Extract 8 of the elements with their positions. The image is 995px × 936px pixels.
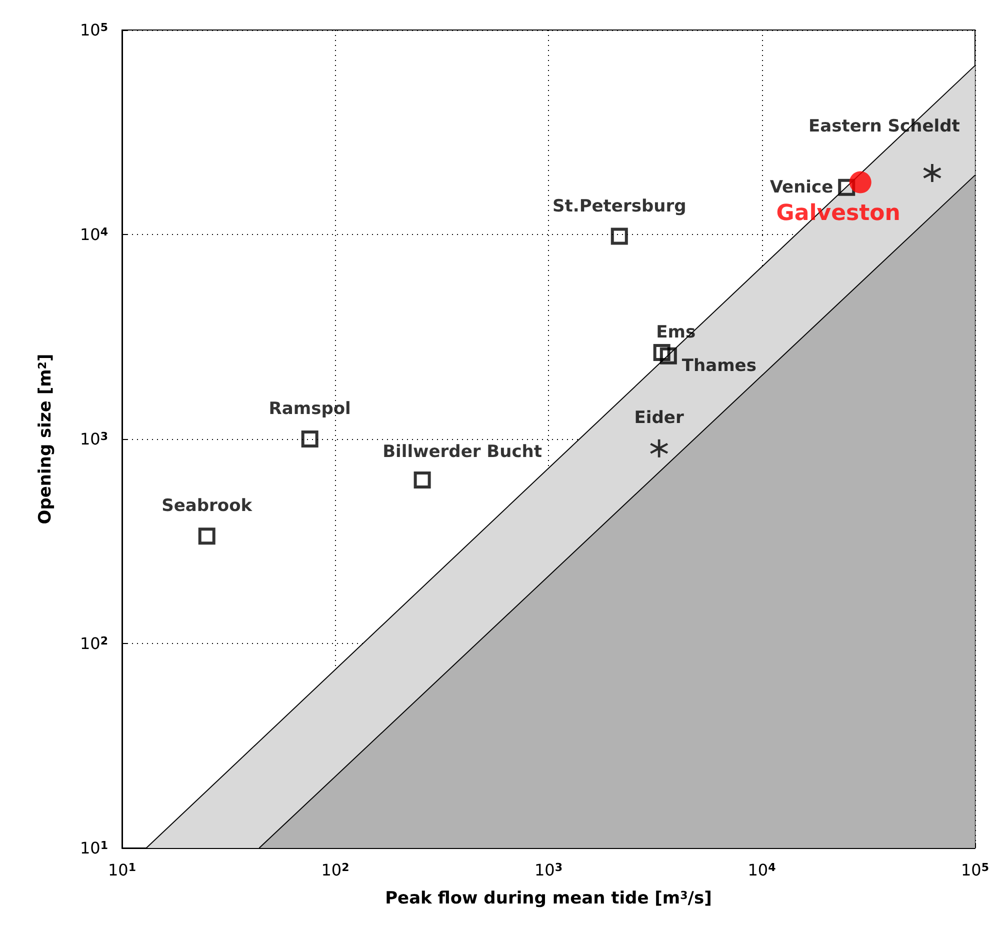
y-axis-title: Opening size [m2] bbox=[36, 354, 56, 524]
series-label: Seabrook bbox=[162, 496, 253, 516]
series-label: St.Petersburg bbox=[552, 196, 686, 216]
series-label: Venice bbox=[770, 177, 834, 198]
series-label: Eider bbox=[634, 408, 684, 428]
series-label: Ramspol bbox=[268, 399, 351, 419]
text: Billwerder Bucht bbox=[382, 442, 542, 462]
series-label: Thames bbox=[682, 356, 756, 376]
